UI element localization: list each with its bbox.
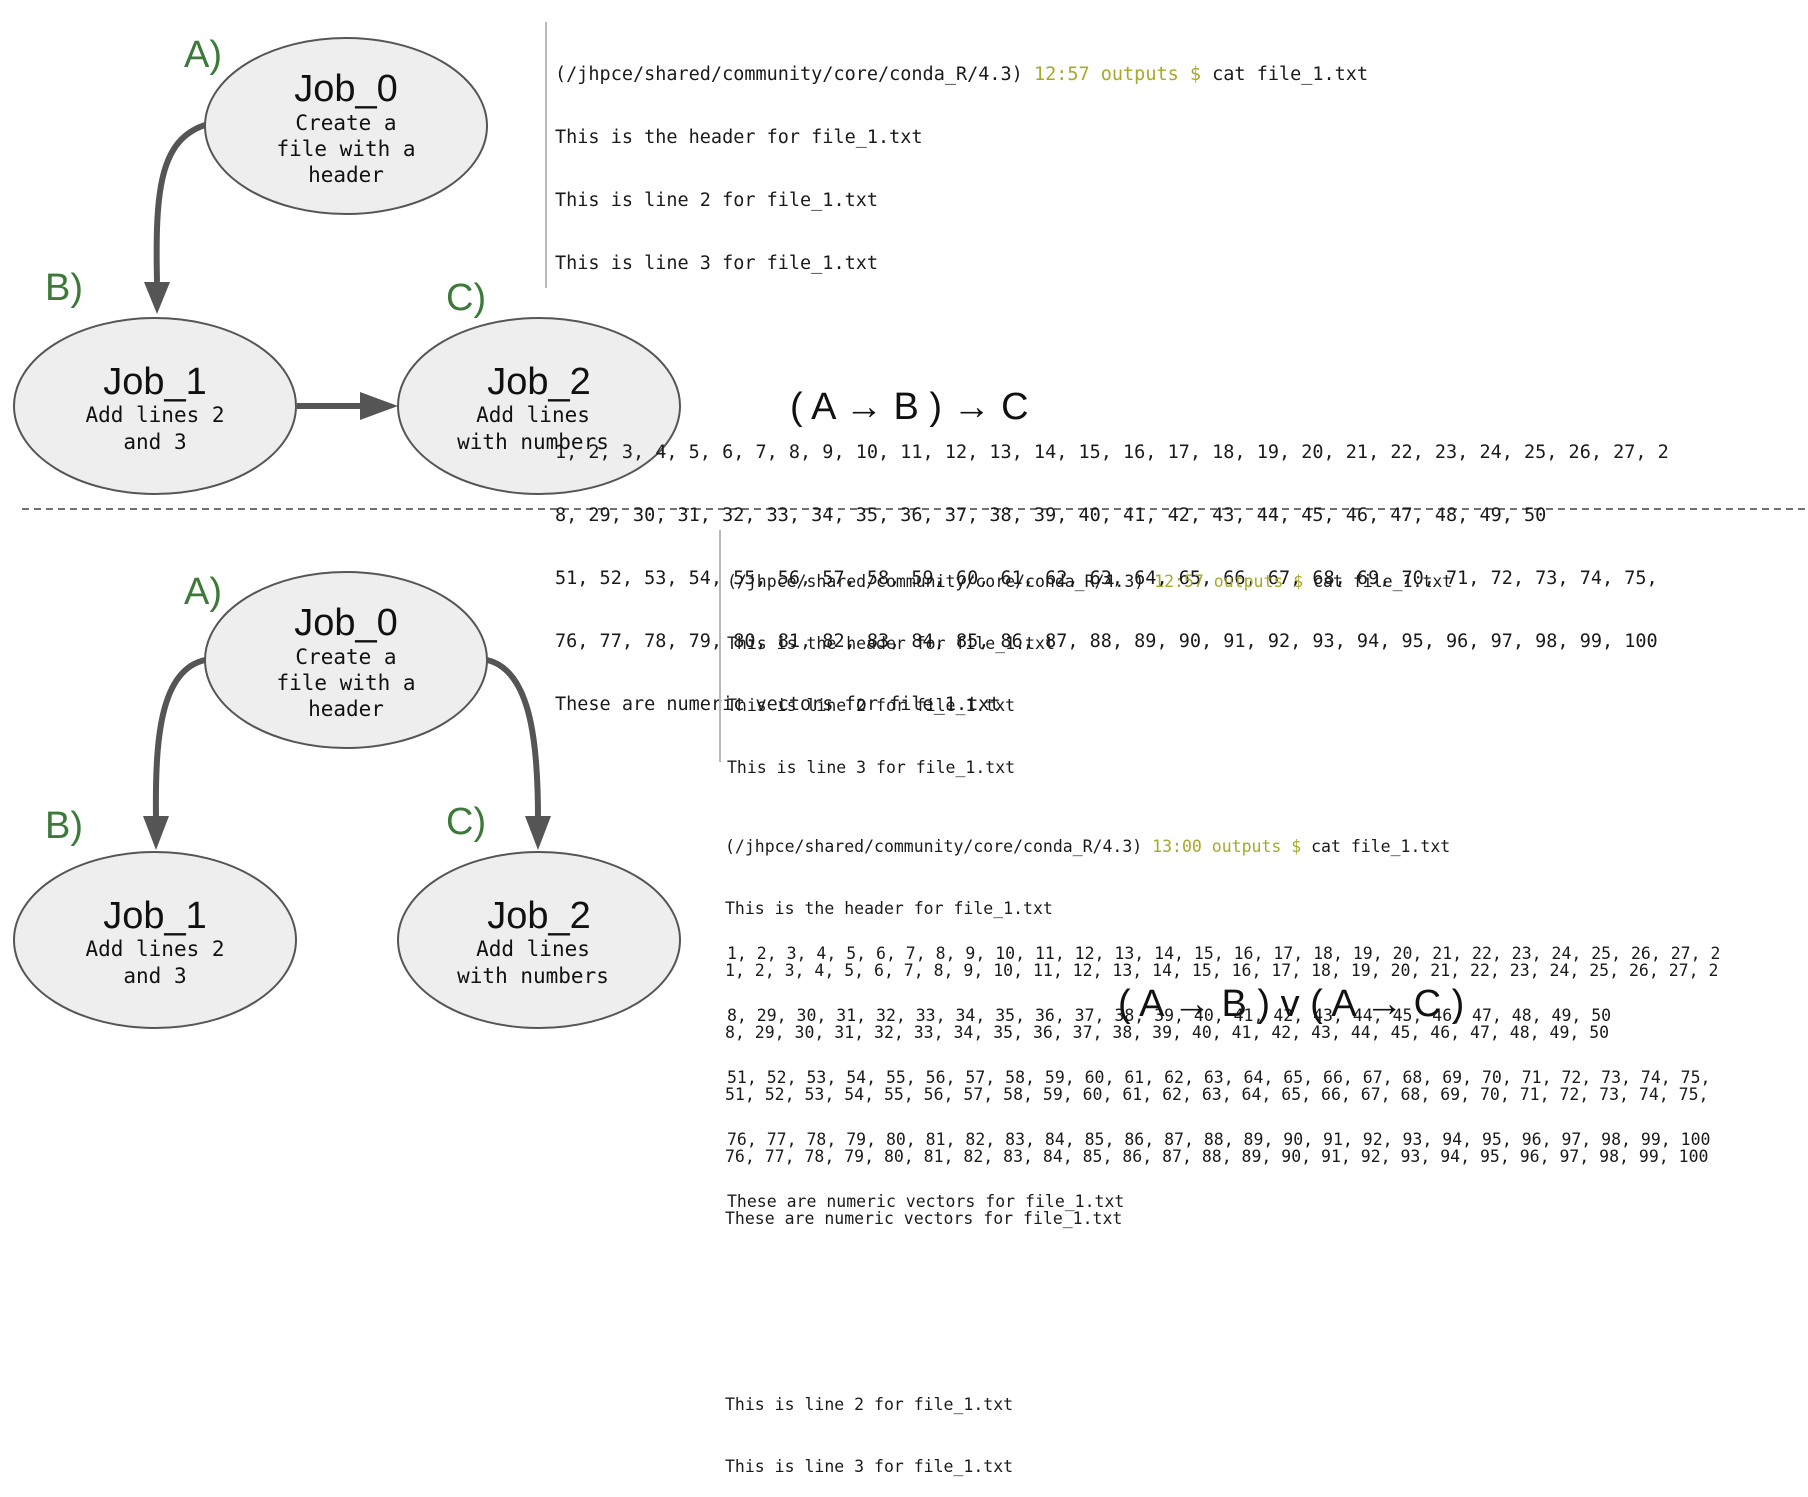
arrowhead-b-bottom [143, 816, 169, 850]
node-desc-line: Create a [295, 645, 396, 669]
node-job-1-top: Job_1 Add lines 2 and 3 [13, 317, 297, 495]
terminal-left-border [719, 530, 721, 762]
terminal-line: 8, 29, 30, 31, 32, 33, 34, 35, 36, 37, 3… [725, 1023, 1610, 1042]
terminal-line: 8, 29, 30, 31, 32, 33, 34, 35, 36, 37, 3… [727, 1006, 1612, 1025]
workflow-diagram: Job_0 Create a file with a header Job_1 … [13, 34, 1808, 1029]
node-desc-line: Add lines [476, 403, 590, 427]
node-job-0-bottom: Job_0 Create a file with a header [204, 571, 488, 749]
top-dependency-graph: Job_0 Create a file with a header Job_1 … [13, 34, 1029, 495]
prompt-time: 12:57 outputs $ [1033, 64, 1202, 85]
terminal-left-border [545, 22, 547, 288]
terminal-line: This is line 3 for file_1.txt [725, 1457, 1014, 1476]
arrowhead-c-bottom [525, 816, 551, 850]
prompt-path: (/jhpce/shared/community/core/conda_R/4.… [555, 64, 1023, 85]
terminal-line [555, 379, 1669, 400]
node-title: Job_2 [487, 361, 591, 403]
terminal-line [725, 1332, 1718, 1352]
arrowhead-c-top [360, 392, 398, 420]
terminal-line: These are numeric vectors for file_1.txt [555, 694, 1001, 715]
formula-parallel: ( A → B ) v ( A → C ) [1118, 983, 1464, 1025]
node-desc-line: Add lines [476, 937, 590, 961]
formula-sequential: ( A → B ) → C [790, 386, 1029, 428]
node-job-0-top: Job_0 Create a file with a header [204, 37, 488, 215]
prompt-command: cat file_1.txt [1201, 64, 1369, 85]
edge-a-to-c-bottom [486, 657, 541, 819]
prompt-path: (/jhpce/shared/community/core/conda_R/4.… [725, 837, 1143, 856]
terminal-output-top: (/jhpce/shared/community/core/conda_R/4.… [555, 22, 1669, 736]
node-desc-line: Add lines 2 [85, 403, 224, 427]
node-desc-line: header [308, 163, 384, 187]
terminal-line: This is line 2 for file_1.txt [725, 1395, 1014, 1414]
node-desc-line: Create a [295, 111, 396, 135]
prompt-path: (/jhpce/shared/community/core/conda_R/4.… [727, 572, 1145, 591]
step-label-b: B) [45, 805, 83, 847]
edge-a-to-b-bottom [152, 657, 206, 819]
edge-a-to-b-top [153, 122, 207, 283]
terminal-line: 1, 2, 3, 4, 5, 6, 7, 8, 9, 10, 11, 12, 1… [555, 442, 1669, 463]
node-job-2-bottom: Job_2 Add lines with numbers [397, 851, 681, 1029]
terminal-line: 51, 52, 53, 54, 55, 56, 57, 58, 59, 60, … [725, 1085, 1709, 1104]
prompt-time: 13:00 outputs $ [1152, 837, 1302, 856]
node-desc-line: file with a [276, 671, 415, 695]
terminal-prompt-line: (/jhpce/shared/community/core/conda_R/4.… [555, 64, 1669, 85]
step-label-c: C) [446, 801, 486, 843]
step-label-b: B) [45, 267, 83, 309]
step-label-a: A) [184, 571, 222, 613]
node-title: Job_1 [103, 895, 207, 937]
terminal-prompt-line: (/jhpce/shared/community/core/conda_R/4.… [727, 571, 1720, 591]
arrowhead-b-top [144, 282, 170, 314]
terminal-line: This is line 2 for file_1.txt [727, 696, 1016, 715]
terminal-line: This is line 2 for file_1.txt [555, 190, 879, 211]
node-title: Job_0 [294, 68, 398, 110]
node-title: Job_1 [103, 361, 207, 403]
node-desc-line: file with a [276, 137, 415, 161]
node-title: Job_0 [294, 602, 398, 644]
terminal-line: 76, 77, 78, 79, 80, 81, 82, 83, 84, 85, … [725, 1147, 1709, 1166]
terminal-line: 1, 2, 3, 4, 5, 6, 7, 8, 9, 10, 11, 12, 1… [727, 944, 1721, 963]
node-title: Job_2 [487, 895, 591, 937]
terminal-line: 1, 2, 3, 4, 5, 6, 7, 8, 9, 10, 11, 12, 1… [725, 961, 1719, 980]
terminal-line: 51, 52, 53, 54, 55, 56, 57, 58, 59, 60, … [555, 568, 1658, 589]
prompt-command: cat file_1.txt [1301, 837, 1451, 856]
node-desc-line: with numbers [457, 964, 609, 988]
prompt-time: 12:57 outputs $ [1154, 572, 1304, 591]
node-desc-line: and 3 [123, 430, 186, 454]
node-desc-line: with numbers [457, 430, 609, 454]
terminal-line: This is the header for file_1.txt [727, 634, 1055, 653]
node-desc-line: Add lines 2 [85, 937, 224, 961]
terminal-line: This is line 3 for file_1.txt [727, 758, 1016, 777]
node-job-2-top: Job_2 Add lines with numbers [397, 317, 681, 495]
terminal-line: This is the header for file_1.txt [555, 127, 923, 148]
terminal-line: 8, 29, 30, 31, 32, 33, 34, 35, 36, 37, 3… [555, 505, 1547, 526]
node-job-1-bottom: Job_1 Add lines 2 and 3 [13, 851, 297, 1029]
terminal-line: This is line 3 for file_1.txt [555, 253, 879, 274]
bottom-dependency-graph: Job_0 Create a file with a header Job_1 … [13, 571, 1464, 1029]
terminal-output-bottom-2: (/jhpce/shared/community/core/conda_R/4.… [725, 794, 1718, 1497]
terminal-line: These are numeric vectors for file_1.txt [725, 1209, 1123, 1228]
terminal-line: 76, 77, 78, 79, 80, 81, 82, 83, 84, 85, … [555, 631, 1658, 652]
terminal-line [555, 316, 1669, 337]
node-desc-line: header [308, 697, 384, 721]
node-desc-line: and 3 [123, 964, 186, 988]
terminal-prompt-line: (/jhpce/shared/community/core/conda_R/4.… [725, 836, 1718, 856]
prompt-command: cat file_1.txt [1303, 572, 1453, 591]
step-label-c: C) [446, 277, 486, 319]
step-label-a: A) [184, 34, 222, 76]
terminal-line [725, 1270, 1718, 1290]
terminal-line: This is the header for file_1.txt [725, 899, 1053, 918]
